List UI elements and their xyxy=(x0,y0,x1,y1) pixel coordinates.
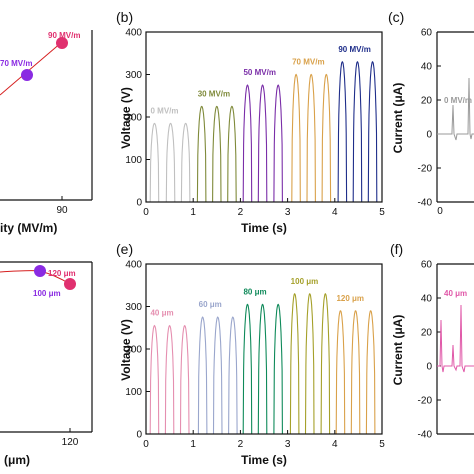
y-tick-label: 200 xyxy=(125,113,142,124)
y-tick-label: 400 xyxy=(125,28,142,39)
x-tick-label: 1 xyxy=(190,439,196,450)
y-tick-label: 0 xyxy=(136,430,142,441)
series-label-4: 90 MV/m xyxy=(338,45,370,54)
y-tick-label: 60 xyxy=(421,28,433,39)
voltage-series-4 xyxy=(337,60,378,203)
panel-c: (c) Current (μA) -40 -20 0 20 40 60 0 MV/m 0 xyxy=(388,9,474,217)
series-label-1: 60 μm xyxy=(199,300,222,309)
voltage-series-1 xyxy=(196,105,237,203)
x-tick-label: 2 xyxy=(238,207,244,218)
series-label-4: 120 μm xyxy=(336,294,364,303)
panel-a-x-axis-label: ity (MV/m) xyxy=(0,221,57,235)
panel-a-point-90 xyxy=(56,37,68,49)
x-tick-label: 2 xyxy=(238,439,244,450)
y-tick-label: -40 xyxy=(418,430,433,441)
panel-e: (e) Voltage (V) Time (s) 0 1 2 3 4 5 0 100 200 30… xyxy=(116,241,385,467)
panel-d-annotation-120: 120 μm xyxy=(48,269,76,278)
voltage-series-1 xyxy=(197,316,238,435)
x-tick-label: 3 xyxy=(285,207,291,218)
panel-c-annotation: 0 MV/m xyxy=(444,96,472,105)
panel-d-point-120 xyxy=(64,278,76,290)
y-tick-label: 20 xyxy=(421,96,433,107)
voltage-series-0 xyxy=(149,122,191,203)
x-tick-label: 3 xyxy=(285,439,291,450)
y-tick-label: 60 xyxy=(421,260,433,271)
voltage-series-4 xyxy=(335,310,376,435)
panel-a-point-70 xyxy=(21,69,33,81)
y-tick-label: 0 xyxy=(426,362,432,373)
panel-f-y-axis-label: Current (μA) xyxy=(391,315,405,386)
x-tick-label: 4 xyxy=(332,439,338,450)
y-tick-label: 300 xyxy=(125,70,142,81)
panel-d-x-tick-label: 120 xyxy=(62,437,79,448)
y-tick-label: 100 xyxy=(125,387,142,398)
panel-c-y-axis-label: Current (μA) xyxy=(391,83,405,154)
panel-b-label: (b) xyxy=(116,9,133,25)
panel-a-annotation-90: 90 MV/m xyxy=(48,31,80,40)
series-label-2: 50 MV/m xyxy=(243,68,275,77)
y-tick-label: 0 xyxy=(136,198,142,209)
y-tick-label: -40 xyxy=(418,198,433,209)
y-tick-label: 0 xyxy=(426,130,432,141)
voltage-series-3 xyxy=(289,292,331,435)
panel-f-annotation: 40 μm xyxy=(444,289,467,298)
series-label-3: 70 MV/m xyxy=(292,58,324,67)
x-tick-label: 5 xyxy=(379,439,385,450)
x-tick-label: 1 xyxy=(190,207,196,218)
panel-b: (b) Voltage (V) Time (s) 0 1 2 3 4 5 0 100 200 30… xyxy=(116,9,385,235)
panel-c-label: (c) xyxy=(388,9,404,25)
panel-f-label: (f) xyxy=(390,241,403,257)
voltage-series-3 xyxy=(291,73,332,203)
panel-a-annotation-70: 70 MV/m xyxy=(0,59,32,68)
y-tick-label: 100 xyxy=(125,155,142,166)
panel-d: 100 μm 120 μm 120 (μm) xyxy=(0,261,93,467)
panel-b-frame xyxy=(145,31,383,203)
y-tick-label: 400 xyxy=(125,260,142,271)
series-label-2: 80 μm xyxy=(243,287,266,296)
voltage-series-0 xyxy=(149,324,190,435)
panel-a-trend-line xyxy=(0,41,63,96)
panel-e-frame xyxy=(145,263,383,435)
voltage-series-2 xyxy=(242,84,283,203)
y-tick-label: 20 xyxy=(421,328,433,339)
panel-a-x-tick-label: 90 xyxy=(56,205,68,216)
panel-d-x-axis-label: (μm) xyxy=(4,453,30,467)
panel-c-x-tick-label: 0 xyxy=(437,206,443,217)
panel-e-y-axis-label: Voltage (V) xyxy=(119,319,133,381)
panel-c-current-trace xyxy=(437,77,474,141)
x-tick-label: 0 xyxy=(143,439,149,450)
panel-f-current-trace xyxy=(437,304,474,373)
y-tick-label: -20 xyxy=(418,164,433,175)
series-label-0: 0 MV/m xyxy=(150,106,178,115)
y-tick-label: 200 xyxy=(125,345,142,356)
voltage-series-2 xyxy=(242,303,283,435)
series-label-3: 100 μm xyxy=(291,277,319,286)
panel-f: (f) Current (μA) -40 -20 0 20 40 60 40 μm xyxy=(390,241,474,441)
y-tick-label: 40 xyxy=(421,62,433,73)
panel-e-x-axis-label: Time (s) xyxy=(241,453,287,467)
y-tick-label: 300 xyxy=(125,302,142,313)
panel-b-x-axis-label: Time (s) xyxy=(241,221,287,235)
panel-d-annotation-100: 100 μm xyxy=(33,289,61,298)
x-tick-label: 5 xyxy=(379,207,385,218)
series-label-0: 40 μm xyxy=(150,309,173,318)
x-tick-label: 4 xyxy=(332,207,338,218)
x-tick-label: 0 xyxy=(143,207,149,218)
y-tick-label: -20 xyxy=(418,396,433,407)
y-tick-label: 40 xyxy=(421,294,433,305)
panel-d-point-100 xyxy=(34,265,46,277)
series-label-1: 30 MV/m xyxy=(198,89,230,98)
panel-a: 70 MV/m 90 MV/m 90 ity (MV/m) xyxy=(0,30,93,235)
panel-b-y-axis-label: Voltage (V) xyxy=(119,87,133,149)
panel-e-label: (e) xyxy=(116,241,133,257)
